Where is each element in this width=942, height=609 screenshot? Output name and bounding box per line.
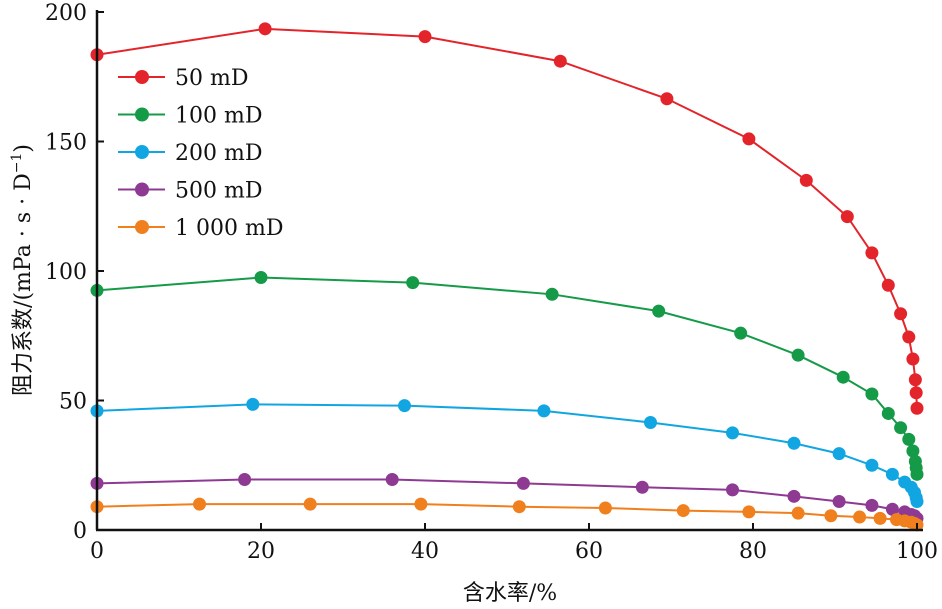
data-point — [791, 348, 805, 362]
data-point — [644, 416, 657, 430]
y-tick-label: 50 — [59, 390, 87, 415]
data-point — [865, 498, 879, 512]
y-axis-title-sup: −1 — [9, 153, 25, 174]
y-axis-title-tail: ) — [11, 144, 36, 153]
data-point — [909, 386, 923, 400]
legend-marker — [135, 107, 149, 122]
x-tick-label: 100 — [896, 539, 938, 564]
series-layer — [90, 22, 924, 532]
y-tick-label: 200 — [45, 1, 87, 26]
data-point — [787, 489, 801, 503]
data-point — [832, 495, 846, 509]
legend-item: 100 mD — [118, 104, 262, 129]
legend-item: 50 mD — [118, 66, 249, 91]
legend-label: 500 mD — [175, 179, 262, 204]
data-point — [865, 246, 879, 260]
data-point — [873, 511, 887, 525]
data-point — [726, 426, 739, 440]
data-point — [537, 404, 551, 418]
data-point — [906, 352, 920, 366]
data-point — [734, 326, 748, 340]
data-point — [902, 432, 916, 446]
data-point — [885, 502, 899, 516]
data-point — [881, 406, 895, 420]
legend-label: 1 000 mD — [175, 216, 283, 241]
x-tick-label: 20 — [247, 539, 275, 564]
data-point — [258, 22, 272, 36]
series-1 — [90, 270, 924, 481]
data-point — [910, 467, 924, 481]
series-0 — [90, 22, 924, 415]
data-point — [414, 497, 428, 511]
data-point — [742, 132, 756, 146]
data-point — [598, 501, 612, 515]
data-point — [193, 497, 206, 511]
data-point — [398, 399, 411, 413]
data-point — [799, 173, 813, 187]
data-point — [910, 401, 924, 415]
legend-marker — [135, 182, 149, 197]
data-point — [545, 287, 559, 301]
data-point — [881, 278, 895, 292]
data-point — [865, 387, 879, 401]
data-point — [246, 397, 260, 411]
series-line — [96, 403, 918, 502]
data-point — [885, 467, 899, 481]
data-point — [516, 476, 530, 490]
y-axis-title-main: 阻力系数/(mPa · s · D — [11, 173, 36, 396]
y-tick-label: 0 — [73, 519, 87, 544]
ticks-layer: 0 20 40 60 80 100 0 50 100 150 200 — [45, 1, 938, 564]
data-point — [910, 495, 924, 509]
data-point — [726, 483, 739, 497]
series-2 — [90, 397, 924, 509]
legend-item: 500 mD — [118, 179, 262, 204]
series-4 — [90, 497, 924, 532]
data-point — [824, 509, 838, 523]
legend-marker — [135, 70, 149, 84]
data-point — [406, 276, 420, 290]
data-point — [832, 447, 846, 461]
legend-label: 200 mD — [175, 141, 262, 166]
data-point — [303, 497, 317, 511]
y-tick-label: 100 — [45, 260, 87, 285]
data-point — [894, 421, 908, 435]
data-point — [553, 54, 567, 68]
x-tick-label: 60 — [575, 539, 603, 564]
data-point — [787, 436, 801, 450]
data-point — [512, 500, 526, 514]
data-point — [635, 480, 649, 494]
y-tick-label: 150 — [45, 131, 87, 156]
x-tick-label: 80 — [739, 539, 767, 564]
x-tick-label: 40 — [411, 539, 439, 564]
data-point — [840, 210, 854, 224]
data-point — [894, 307, 908, 321]
data-point — [676, 504, 690, 518]
data-point — [865, 458, 879, 472]
legend-label: 50 mD — [175, 66, 249, 91]
x-axis-title: 含水率/% — [463, 581, 557, 606]
data-point — [742, 505, 756, 519]
legend-marker — [135, 145, 149, 159]
data-point — [902, 330, 916, 344]
data-point — [254, 270, 268, 284]
y-axis-title: 阻力系数/(mPa · s · D−1) — [9, 144, 36, 396]
legend-label: 100 mD — [175, 104, 262, 129]
data-point — [652, 304, 666, 318]
data-point — [908, 373, 922, 387]
data-point — [791, 506, 805, 520]
legend-item: 1 000 mD — [118, 216, 283, 241]
series-line — [96, 27, 918, 409]
legend-marker — [135, 220, 149, 234]
data-point — [906, 444, 920, 458]
data-point — [238, 472, 252, 486]
data-point — [836, 370, 850, 384]
data-point — [660, 92, 674, 106]
x-tick-label: 0 — [90, 539, 104, 564]
legend: 50 mD 100 mD 200 mD 500 mD 1 000 mD — [118, 66, 283, 241]
data-point — [385, 472, 399, 486]
data-point — [853, 510, 867, 524]
data-point — [418, 30, 432, 44]
legend-item: 200 mD — [118, 141, 262, 166]
